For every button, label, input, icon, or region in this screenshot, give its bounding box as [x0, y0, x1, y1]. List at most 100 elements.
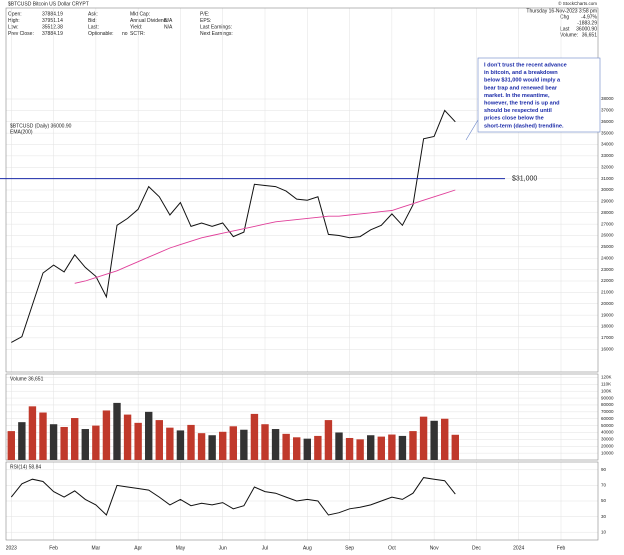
y-tick-label: 34000: [601, 142, 614, 147]
volume-bar: [81, 429, 89, 460]
info-label: SCTR:: [130, 31, 145, 37]
volume-bar: [219, 431, 227, 460]
volume-bar: [208, 435, 216, 460]
info-label: Bid:: [88, 18, 97, 24]
y-tick-label: 17000: [601, 335, 614, 340]
volume-bar: [155, 420, 163, 460]
y-tick-label: 25000: [601, 244, 614, 249]
info-label: Ask:: [88, 11, 98, 17]
annotation-box: [477, 57, 601, 133]
annotation-pointer: [465, 119, 479, 141]
info-label: EPS:: [200, 18, 211, 24]
x-tick-label: Nov: [430, 545, 439, 551]
y-tick-label: 100K: [601, 388, 612, 393]
y-tick-label: 80000: [601, 402, 614, 407]
y-tick-label: 50: [601, 498, 607, 503]
info-label: P/E:: [200, 11, 209, 17]
info-label: Next Earnings:: [200, 31, 233, 37]
volume-bar: [430, 420, 438, 460]
x-tick-label: Oct: [388, 545, 396, 551]
info-label: Yield:: [130, 24, 142, 30]
x-tick-label: Aug: [303, 545, 312, 551]
y-tick-label: 16000: [601, 346, 614, 351]
x-tick-label: May: [176, 545, 186, 551]
quote-value: 36,651: [582, 32, 598, 38]
chart-title: $BTCUSD Bitcoin US Dollar CRYPT: [8, 1, 89, 7]
info-value: 37951.14: [42, 18, 63, 24]
x-tick-label: Jun: [219, 545, 227, 551]
annotation-line: I don't trust the recent advance: [484, 62, 567, 68]
volume-bar: [166, 427, 174, 460]
x-tick-label: Dec: [472, 545, 481, 551]
y-tick-label: 90000: [601, 395, 614, 400]
volume-bar: [409, 431, 417, 460]
hline-label: $31,000: [512, 175, 537, 182]
info-value: 37884.19: [42, 11, 63, 17]
volume-bar: [7, 431, 15, 460]
legend-entry: Volume 36,651: [10, 376, 44, 382]
y-tick-label: 29000: [601, 199, 614, 204]
y-tick-label: 50000: [601, 423, 614, 428]
y-tick-label: 31000: [601, 176, 614, 181]
volume-bar: [123, 414, 132, 460]
y-tick-label: 22000: [601, 278, 614, 283]
annotation-line: below $31,000 would imply a: [484, 78, 561, 84]
volume-bar: [271, 429, 280, 460]
x-tick-label: Sep: [345, 545, 354, 551]
y-tick-label: 20000: [601, 443, 614, 448]
annotation-line: market. In the meantime,: [484, 93, 550, 99]
x-tick-label: Jul: [262, 545, 268, 551]
info-value: no: [122, 31, 128, 37]
quote-label: Volume:: [560, 32, 578, 38]
annotation-line: bear trap and renewed bear: [484, 85, 558, 91]
y-tick-label: 10000: [601, 450, 614, 455]
y-tick-label: 21000: [601, 290, 614, 295]
legend-entry: EMA(200): [10, 129, 33, 135]
volume-bar: [367, 435, 375, 460]
y-tick-label: 35000: [601, 130, 614, 135]
volume-bar: [282, 433, 290, 460]
date: Thursday 16-Nov-2023 3:58 pm: [526, 8, 597, 14]
y-tick-label: 40000: [601, 430, 614, 435]
info-label: Last:: [88, 24, 99, 30]
volume-bar: [314, 435, 322, 460]
volume-bar: [419, 416, 428, 460]
info-value: N/A: [164, 24, 173, 30]
x-tick-label: Apr: [134, 545, 142, 551]
volume-bar: [102, 410, 111, 460]
y-tick-label: 60000: [601, 416, 614, 421]
volume-bar: [303, 438, 311, 460]
credit: © StockCharts.com: [558, 0, 597, 6]
info-value: 37884.19: [42, 31, 63, 37]
quote-label: Last: [560, 26, 570, 32]
volume-bar: [398, 435, 407, 460]
info-label: Last Earnings:: [200, 24, 232, 30]
volume-bar: [134, 422, 142, 460]
volume-bar: [176, 430, 185, 460]
info-label: Low:: [8, 24, 19, 30]
volume-bar: [187, 424, 195, 460]
y-tick-label: 20000: [601, 301, 614, 306]
volume-bar: [39, 412, 47, 460]
y-tick-label: 26000: [601, 233, 614, 238]
volume-bar: [377, 436, 385, 460]
info-value: N/A: [164, 18, 173, 24]
volume-bar: [60, 426, 68, 460]
y-tick-label: 33000: [601, 153, 614, 158]
panel-frame: [5, 7, 599, 373]
panel-frame: [5, 373, 599, 461]
panel-frame: [5, 461, 599, 541]
volume-bar: [197, 433, 206, 460]
y-tick-label: 28000: [601, 210, 614, 215]
volume-bar: [250, 413, 259, 460]
annotation-line: prices close below the: [484, 116, 544, 122]
volume-bar: [293, 437, 301, 460]
volume-bar: [113, 402, 121, 460]
y-tick-label: 30: [601, 514, 607, 519]
info-label: Prev Close:: [8, 31, 34, 37]
y-tick-label: 120K: [601, 375, 612, 380]
volume-bar: [324, 420, 333, 460]
y-tick-label: 24000: [601, 255, 614, 260]
volume-bar: [345, 437, 354, 460]
volume-bar: [261, 424, 269, 460]
